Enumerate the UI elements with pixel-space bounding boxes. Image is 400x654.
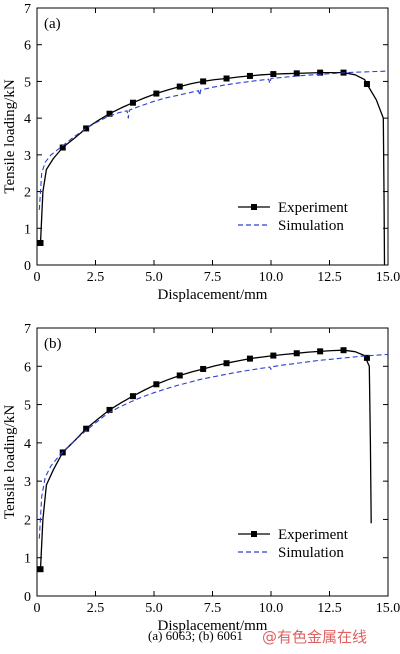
panel-label: (a) [44, 16, 61, 32]
y-axis-label: Tensile loading/kN [2, 405, 18, 520]
y-tick-label: 4 [24, 112, 31, 127]
data-point-experiment [153, 381, 160, 388]
y-tick-label: 0 [24, 590, 31, 605]
legend-marker [251, 531, 257, 537]
data-point-experiment [83, 425, 90, 432]
legend-label-simulation: Simulation [278, 545, 344, 561]
data-point-experiment [83, 125, 90, 132]
data-point-experiment [106, 110, 113, 117]
data-point-experiment [106, 406, 113, 413]
y-tick-label: 3 [24, 149, 31, 164]
y-tick-label: 3 [24, 475, 31, 490]
x-tick-label: 15.0 [376, 601, 400, 616]
data-point-experiment [317, 69, 324, 76]
data-point-experiment [363, 80, 370, 87]
series-line-experiment [39, 71, 386, 266]
data-point-experiment [293, 70, 300, 77]
data-point-experiment [246, 355, 253, 362]
data-point-experiment [317, 348, 324, 355]
panel-a: 0 2.5 5.0 7.5 10.0 12.5 15.0 0 1 2 3 4 5 6 7 (a) Displac… [2, 2, 400, 303]
x-tick-label: 7.5 [204, 270, 222, 285]
y-tick-label: 6 [24, 360, 31, 375]
legend-label-experiment: Experiment [278, 527, 349, 543]
y-tick-label: 5 [24, 399, 31, 414]
x-tick-label: 10.0 [259, 270, 284, 285]
x-axis-label: Displacement/mm [158, 618, 268, 634]
panel-b: 0 2.5 5.0 7.5 10.0 12.5 15.0 0 1 2 3 4 5 6 7 (b) Displac… [2, 322, 400, 634]
x-tick-label: 2.5 [87, 270, 105, 285]
data-point-experiment [363, 354, 370, 361]
data-point-experiment [200, 78, 207, 85]
y-axis-label: Tensile loading/kN [2, 79, 18, 194]
y-tick-label: 1 [24, 552, 31, 567]
y-tick-label: 4 [24, 437, 31, 452]
figure-caption: (a) 6063; (b) 6061 [148, 628, 243, 643]
data-point-experiment [246, 72, 253, 79]
data-point-experiment [153, 90, 160, 97]
x-tick-label: 7.5 [204, 601, 222, 616]
legend-label-experiment: Experiment [278, 200, 349, 216]
watermark: @有色金属在线 [262, 628, 368, 646]
x-axis-label: Displacement/mm [158, 287, 268, 303]
data-point-experiment [200, 365, 207, 372]
y-tick-label: 5 [24, 75, 31, 90]
legend-label-simulation: Simulation [278, 218, 344, 234]
data-point-experiment [340, 347, 347, 354]
data-point-experiment [223, 75, 230, 82]
y-tick-label: 7 [24, 322, 31, 337]
x-tick-label: 10.0 [259, 601, 284, 616]
data-point-experiment [270, 352, 277, 359]
data-point-experiment [293, 350, 300, 357]
x-tick-label: 12.5 [317, 601, 342, 616]
data-point-experiment [129, 99, 136, 106]
y-tick-label: 6 [24, 39, 31, 54]
x-tick-label: 0 [34, 601, 41, 616]
series-line-experiment [39, 349, 372, 570]
series-line-simulation [38, 70, 389, 210]
x-tick-label: 12.5 [317, 270, 342, 285]
data-point-experiment [129, 393, 136, 400]
x-tick-label: 2.5 [87, 601, 105, 616]
x-tick-label: 5.0 [145, 270, 163, 285]
y-tick-label: 7 [24, 2, 31, 17]
series-line-simulation [38, 353, 389, 539]
y-tick-label: 1 [24, 222, 31, 237]
x-tick-label: 5.0 [145, 601, 163, 616]
data-point-experiment [223, 360, 230, 367]
legend-marker [251, 204, 257, 210]
data-point-experiment [176, 83, 183, 90]
x-tick-label: 15.0 [376, 270, 400, 285]
y-tick-label: 0 [24, 259, 31, 274]
data-point-experiment [59, 144, 66, 151]
x-tick-label: 0 [34, 270, 41, 285]
y-tick-label: 2 [24, 186, 31, 201]
data-point-experiment [176, 372, 183, 379]
data-point-experiment [37, 566, 44, 573]
panel-label: (b) [44, 336, 62, 352]
data-point-experiment [37, 239, 44, 246]
y-tick-label: 2 [24, 513, 31, 528]
data-point-experiment [270, 71, 277, 78]
